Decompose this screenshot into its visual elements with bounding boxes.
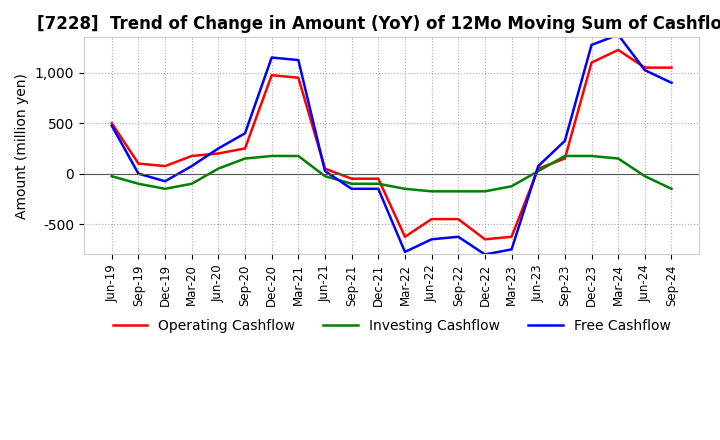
Investing Cashflow: [480, 189, 489, 194]
Free Cashflow: [134, 171, 143, 176]
Operating Cashflow: [374, 176, 382, 181]
Operating Cashflow: [187, 154, 196, 159]
Free Cashflow: [641, 67, 649, 73]
Investing Cashflow: [214, 166, 222, 171]
Operating Cashflow: [534, 166, 543, 171]
Free Cashflow: [187, 163, 196, 169]
Investing Cashflow: [267, 154, 276, 159]
Free Cashflow: [454, 234, 462, 239]
Operating Cashflow: [347, 176, 356, 181]
Free Cashflow: [267, 55, 276, 60]
Free Cashflow: [294, 57, 302, 62]
Investing Cashflow: [294, 154, 302, 159]
Operating Cashflow: [161, 163, 169, 169]
Investing Cashflow: [454, 189, 462, 194]
Line: Operating Cashflow: Operating Cashflow: [112, 50, 672, 239]
Free Cashflow: [614, 32, 623, 37]
Investing Cashflow: [400, 186, 409, 191]
Free Cashflow: [561, 138, 570, 143]
Investing Cashflow: [641, 173, 649, 179]
Investing Cashflow: [320, 173, 329, 179]
Investing Cashflow: [561, 154, 570, 159]
Line: Free Cashflow: Free Cashflow: [112, 35, 672, 254]
Free Cashflow: [240, 131, 249, 136]
Investing Cashflow: [161, 186, 169, 191]
Y-axis label: Amount (million yen): Amount (million yen): [15, 73, 29, 219]
Free Cashflow: [480, 252, 489, 257]
Operating Cashflow: [107, 121, 116, 126]
Free Cashflow: [374, 186, 382, 191]
Operating Cashflow: [588, 60, 596, 65]
Free Cashflow: [427, 237, 436, 242]
Operating Cashflow: [614, 48, 623, 53]
Operating Cashflow: [427, 216, 436, 222]
Free Cashflow: [347, 186, 356, 191]
Investing Cashflow: [427, 189, 436, 194]
Investing Cashflow: [667, 186, 676, 191]
Investing Cashflow: [187, 181, 196, 187]
Free Cashflow: [534, 163, 543, 169]
Operating Cashflow: [400, 234, 409, 239]
Operating Cashflow: [134, 161, 143, 166]
Free Cashflow: [320, 169, 329, 174]
Investing Cashflow: [107, 173, 116, 179]
Operating Cashflow: [454, 216, 462, 222]
Free Cashflow: [214, 146, 222, 151]
Operating Cashflow: [320, 166, 329, 171]
Free Cashflow: [400, 249, 409, 255]
Legend: Operating Cashflow, Investing Cashflow, Free Cashflow: Operating Cashflow, Investing Cashflow, …: [107, 314, 676, 339]
Title: [7228]  Trend of Change in Amount (YoY) of 12Mo Moving Sum of Cashflows: [7228] Trend of Change in Amount (YoY) o…: [37, 15, 720, 33]
Operating Cashflow: [641, 65, 649, 70]
Investing Cashflow: [588, 154, 596, 159]
Operating Cashflow: [294, 75, 302, 81]
Line: Investing Cashflow: Investing Cashflow: [112, 156, 672, 191]
Investing Cashflow: [508, 183, 516, 189]
Operating Cashflow: [267, 73, 276, 78]
Operating Cashflow: [480, 237, 489, 242]
Investing Cashflow: [374, 181, 382, 187]
Operating Cashflow: [561, 156, 570, 161]
Operating Cashflow: [667, 65, 676, 70]
Free Cashflow: [161, 179, 169, 184]
Investing Cashflow: [134, 181, 143, 187]
Operating Cashflow: [240, 146, 249, 151]
Investing Cashflow: [614, 156, 623, 161]
Free Cashflow: [588, 42, 596, 48]
Free Cashflow: [667, 80, 676, 85]
Investing Cashflow: [534, 169, 543, 174]
Investing Cashflow: [347, 181, 356, 187]
Operating Cashflow: [214, 151, 222, 156]
Investing Cashflow: [240, 156, 249, 161]
Free Cashflow: [508, 247, 516, 252]
Free Cashflow: [107, 123, 116, 128]
Operating Cashflow: [508, 234, 516, 239]
